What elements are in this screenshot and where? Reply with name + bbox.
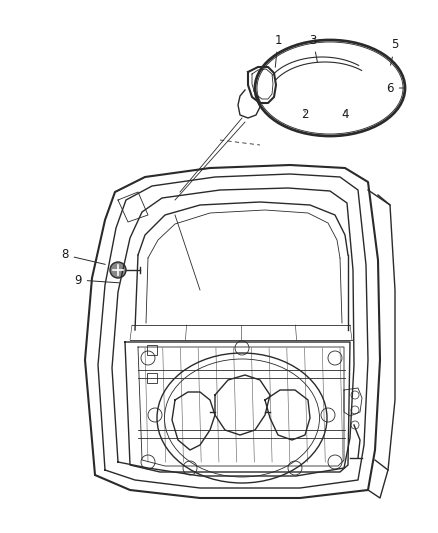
Text: 8: 8 bbox=[61, 248, 105, 264]
Text: 6: 6 bbox=[386, 82, 405, 94]
Text: 2: 2 bbox=[301, 109, 309, 122]
Text: 3: 3 bbox=[309, 34, 318, 62]
Text: 4: 4 bbox=[341, 109, 349, 122]
Circle shape bbox=[110, 262, 126, 278]
Text: 9: 9 bbox=[74, 273, 119, 287]
Text: 5: 5 bbox=[391, 38, 399, 65]
Text: 1: 1 bbox=[274, 34, 282, 67]
